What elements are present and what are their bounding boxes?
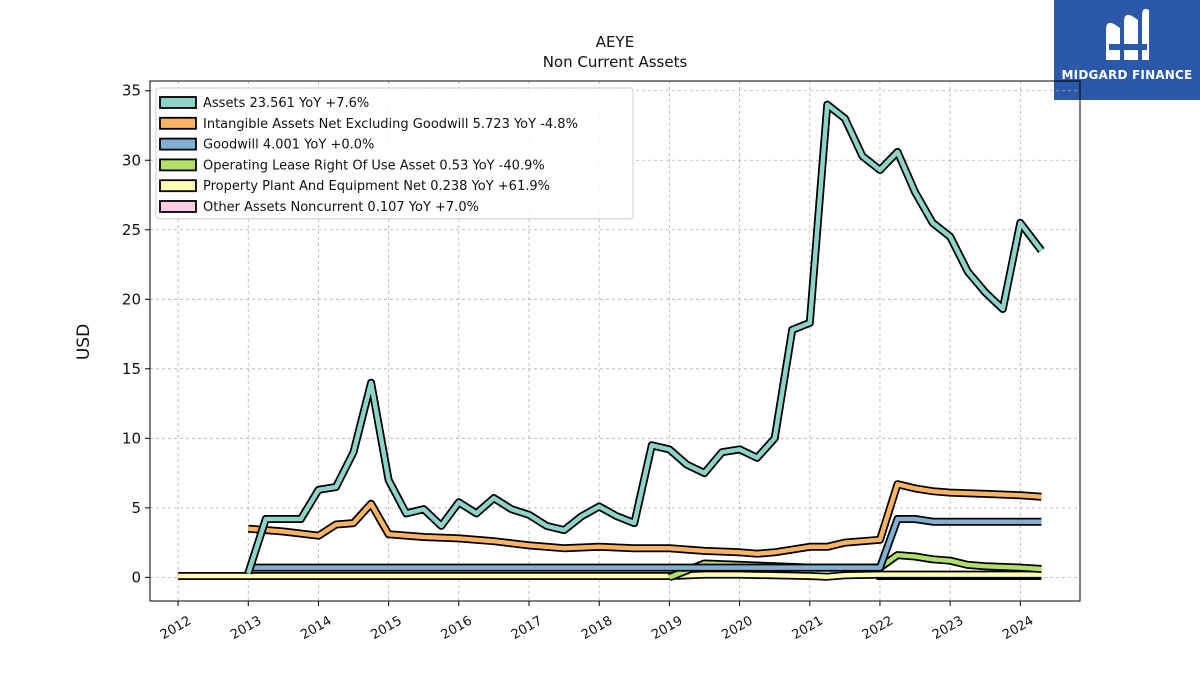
x-tick-label: 2017 (509, 613, 545, 643)
legend-label: Goodwill 4.001 YoY +0.0% (203, 138, 374, 153)
brand-logo: MIDGARD FINANCE (1054, 0, 1200, 100)
legend-swatch (159, 116, 197, 130)
legend-label: Property Plant And Equipment Net 0.238 Y… (203, 179, 550, 194)
x-tick-label: 2013 (228, 613, 264, 643)
legend-swatch (159, 96, 197, 109)
x-tick-label: 2024 (1000, 613, 1036, 643)
x-tick-label: 2016 (439, 613, 475, 643)
series-line (248, 481, 1042, 556)
y-tick-label: 20 (122, 290, 141, 308)
chart-subtitle: Non Current Assets (542, 53, 688, 71)
legend-swatch (159, 158, 197, 172)
x-tick-label: 2015 (368, 613, 404, 643)
midgard-logo-icon (1106, 8, 1149, 60)
y-tick-label: 30 (122, 151, 141, 169)
series-line (246, 102, 1044, 574)
x-tick-label: 2014 (298, 613, 334, 643)
x-tick-label: 2018 (579, 613, 615, 643)
series-line (248, 516, 1042, 570)
plot-frame (149, 80, 1081, 602)
legend-swatch (159, 179, 197, 193)
y-tick-label: 35 (122, 82, 141, 100)
legend-swatch (159, 200, 197, 213)
legend-label: Assets 23.561 YoY +7.6% (203, 96, 369, 111)
y-tick-label: 5 (131, 499, 141, 517)
legend-swatch (159, 137, 197, 151)
y-tick-label: 15 (122, 360, 141, 378)
legend-label: Other Assets Noncurrent 0.107 YoY +7.0% (203, 200, 479, 215)
x-tick-label: 2021 (790, 613, 826, 643)
x-tick-label: 2023 (930, 613, 966, 643)
y-tick-label: 25 (122, 221, 141, 239)
y-tick-label: 0 (131, 568, 141, 586)
x-tick-label: 2012 (158, 613, 194, 643)
x-tick-label: 2019 (649, 613, 685, 643)
x-tick-label: 2020 (719, 613, 755, 643)
x-tick-label: 2022 (860, 613, 896, 643)
legend-label: Operating Lease Right Of Use Asset 0.53 … (203, 158, 545, 173)
legend-box (155, 87, 634, 220)
logo-text: MIDGARD FINANCE (1061, 68, 1193, 82)
y-tick-label: 10 (122, 429, 141, 447)
series-line (178, 572, 1042, 579)
chart-title: AEYE (595, 33, 635, 51)
legend-label: Intangible Assets Net Excluding Goodwill… (203, 117, 578, 132)
